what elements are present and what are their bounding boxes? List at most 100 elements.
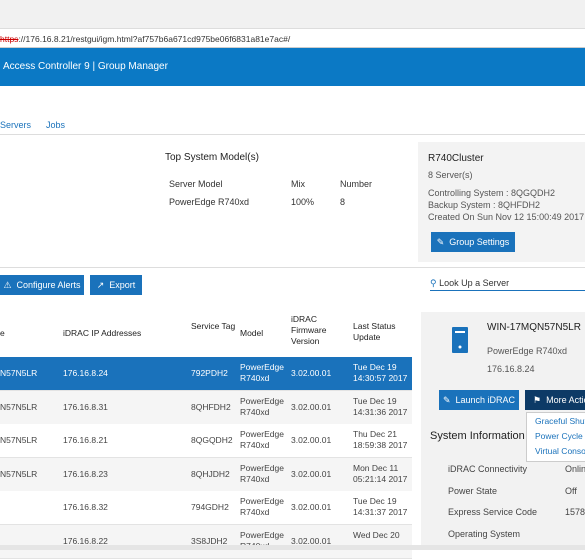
column-header: Model bbox=[240, 328, 264, 338]
group-name: R740Cluster bbox=[428, 153, 484, 164]
table-cell: 176.16.8.21 bbox=[63, 435, 108, 445]
column-header: Service Tag bbox=[191, 321, 236, 331]
info-key: Express Service Code bbox=[448, 507, 538, 517]
address-bar[interactable]: https://176.16.8.21/restgui/igm.html?af7… bbox=[0, 31, 585, 48]
browser-tabbar bbox=[0, 0, 585, 29]
column-header: e bbox=[0, 328, 5, 338]
table-cell: PowerEdge R740xd bbox=[240, 496, 284, 517]
table-cell: 176.16.8.24 bbox=[63, 368, 108, 378]
table-cell: Tue Dec 19 14:31:36 2017 bbox=[353, 395, 408, 417]
url: ://176.16.8.21/restgui/igm.html?af757b6a… bbox=[18, 34, 291, 44]
models-title: Top System Model(s) bbox=[165, 152, 259, 163]
table-cell: PowerEdge R740xd bbox=[240, 395, 284, 417]
tab[interactable]: Servers bbox=[0, 120, 32, 130]
button-label: Configure Alerts bbox=[16, 280, 81, 290]
url-scheme: https bbox=[0, 34, 19, 44]
table-row[interactable]: N57N5LR 176.16.8.21 8QGQDH2 PowerEdge R740x… bbox=[0, 424, 412, 458]
info-value: Off bbox=[565, 485, 577, 496]
button-label: Export bbox=[109, 280, 136, 290]
menu-item[interactable]: Virtual Conso bbox=[535, 446, 585, 456]
table-cell: PowerEdge R740xd bbox=[240, 429, 284, 450]
menu-item[interactable]: Graceful Shut bbox=[535, 416, 585, 426]
group-count: 8 Server(s) bbox=[428, 170, 473, 180]
table-cell: PowerEdge R740xd bbox=[240, 462, 284, 484]
info-key: Operating System bbox=[448, 528, 521, 539]
table-cell: Mon Dec 11 05:21:14 2017 bbox=[353, 462, 408, 484]
table-cell: N57N5LR bbox=[0, 468, 38, 479]
col-head: Mix bbox=[291, 179, 305, 189]
server-model: PowerEdge R740xd bbox=[487, 346, 568, 356]
table-cell: 3.02.00.01 bbox=[291, 401, 332, 412]
table-cell: PowerEdge R740xd bbox=[240, 362, 284, 383]
table-cell: 8QHFDH2 bbox=[191, 401, 231, 412]
group-backup: Backup System : 8QHFDH2 bbox=[428, 200, 541, 210]
table-cell: Tue Dec 19 14:31:37 2017 bbox=[353, 496, 408, 517]
cell: PowerEdge R740xd bbox=[169, 197, 250, 207]
table-cell: 8QGQDH2 bbox=[191, 435, 233, 445]
menu-item[interactable]: Power Cycle S bbox=[535, 431, 585, 441]
table-cell: 3.02.00.01 bbox=[291, 368, 332, 378]
table-row[interactable]: 176.16.8.32 794GDH2 PowerEdge R740xd 3.02.0… bbox=[0, 491, 412, 525]
info-value: Onlin bbox=[565, 464, 585, 474]
table-cell: 176.16.8.32 bbox=[63, 502, 108, 512]
table-cell: 3S8JDH2 bbox=[191, 535, 228, 546]
launch-button[interactable]: ✎ Launch iDRAC bbox=[439, 390, 519, 410]
table-cell: 3.02.00.01 bbox=[291, 435, 332, 445]
table-row[interactable]: N57N5LR 176.16.8.23 8QHJDH2 PowerEdge R740x… bbox=[0, 457, 412, 492]
column-header: Last Status Update bbox=[353, 321, 396, 342]
col-head: Number bbox=[340, 179, 373, 189]
table-row[interactable]: N57N5LR 176.16.8.24 792PDH2 PowerEdge R740x… bbox=[0, 357, 412, 391]
divider bbox=[0, 267, 585, 268]
button-label: Group Settings bbox=[449, 237, 510, 247]
scrollbar bbox=[0, 545, 585, 550]
table-cell: N57N5LR bbox=[0, 401, 38, 412]
info-key: iDRAC Connectivity bbox=[448, 464, 528, 474]
column-header: iDRAC IP Addresses bbox=[63, 328, 142, 338]
group-settings-button[interactable]: ✎ Group Settings bbox=[431, 232, 515, 252]
column-header: iDRAC Firmware Version bbox=[291, 314, 327, 346]
cell: 8 bbox=[340, 197, 346, 207]
server-table: e iDRAC IP Addresses Service Tag Model iDRAC… bbox=[0, 312, 412, 559]
table-cell: 792PDH2 bbox=[191, 368, 228, 378]
cell: 100% bbox=[291, 197, 315, 207]
info-key: Power State bbox=[448, 485, 498, 496]
table-cell: 176.16.8.22 bbox=[63, 535, 108, 546]
table-cell: 3.02.00.01 bbox=[291, 535, 332, 546]
info-title: System Information bbox=[430, 430, 525, 442]
table-cell: N57N5LR bbox=[0, 368, 38, 378]
section: Group Manager bbox=[97, 61, 168, 72]
table-cell: Thu Dec 21 18:59:38 2017 bbox=[353, 429, 408, 450]
actions-menu: Graceful Shut Power Cycle S Virtual Cons… bbox=[526, 412, 585, 462]
col-head: Server Model bbox=[169, 179, 223, 189]
table-cell: 794GDH2 bbox=[191, 502, 229, 512]
search-placeholder: Look Up a Server bbox=[439, 278, 510, 288]
table-cell: 176.16.8.31 bbox=[63, 401, 108, 412]
button-label: Launch iDRAC bbox=[455, 395, 516, 405]
table-cell: Wed Dec 20 bbox=[353, 529, 400, 540]
server-name: WIN-17MQN57N5LR bbox=[487, 322, 581, 333]
button-label: More Actio bbox=[546, 395, 585, 405]
table-cell: 3.02.00.01 bbox=[291, 502, 332, 512]
table-cell: 8QHJDH2 bbox=[191, 468, 230, 479]
more-actions-button[interactable]: ⚑ More Actio bbox=[525, 390, 585, 410]
tab[interactable]: Jobs bbox=[46, 120, 66, 130]
configure-alerts-button[interactable]: ⚠ Configure Alerts bbox=[0, 275, 84, 295]
info-value: 1578 bbox=[565, 507, 585, 517]
table-cell: Tue Dec 19 14:30:57 2017 bbox=[353, 362, 408, 383]
server-icon bbox=[452, 327, 468, 353]
search-box[interactable]: ⚲ Look Up a Server bbox=[430, 278, 585, 291]
table-cell: 3.02.00.01 bbox=[291, 468, 332, 479]
app-header: Access Controller 9 | Group Manager bbox=[0, 48, 585, 86]
product: Access Controller 9 bbox=[3, 61, 90, 72]
detail-panel: WIN-17MQN57N5LR PowerEdge R740xd 176.16.… bbox=[421, 312, 585, 550]
group-created: Created On Sun Nov 12 15:00:49 2017 bbox=[428, 212, 585, 222]
export-button[interactable]: ↗ Export bbox=[90, 275, 142, 295]
table-row[interactable]: N57N5LR 176.16.8.31 8QHFDH2 PowerEdge R740x… bbox=[0, 390, 412, 425]
group-card: R740Cluster 8 Server(s) Controlling Syst… bbox=[418, 142, 585, 262]
table-cell: N57N5LR bbox=[0, 435, 38, 445]
divider bbox=[0, 134, 585, 135]
group-controlling: Controlling System : 8QGQDH2 bbox=[428, 188, 556, 198]
server-ip: 176.16.8.24 bbox=[487, 364, 535, 374]
